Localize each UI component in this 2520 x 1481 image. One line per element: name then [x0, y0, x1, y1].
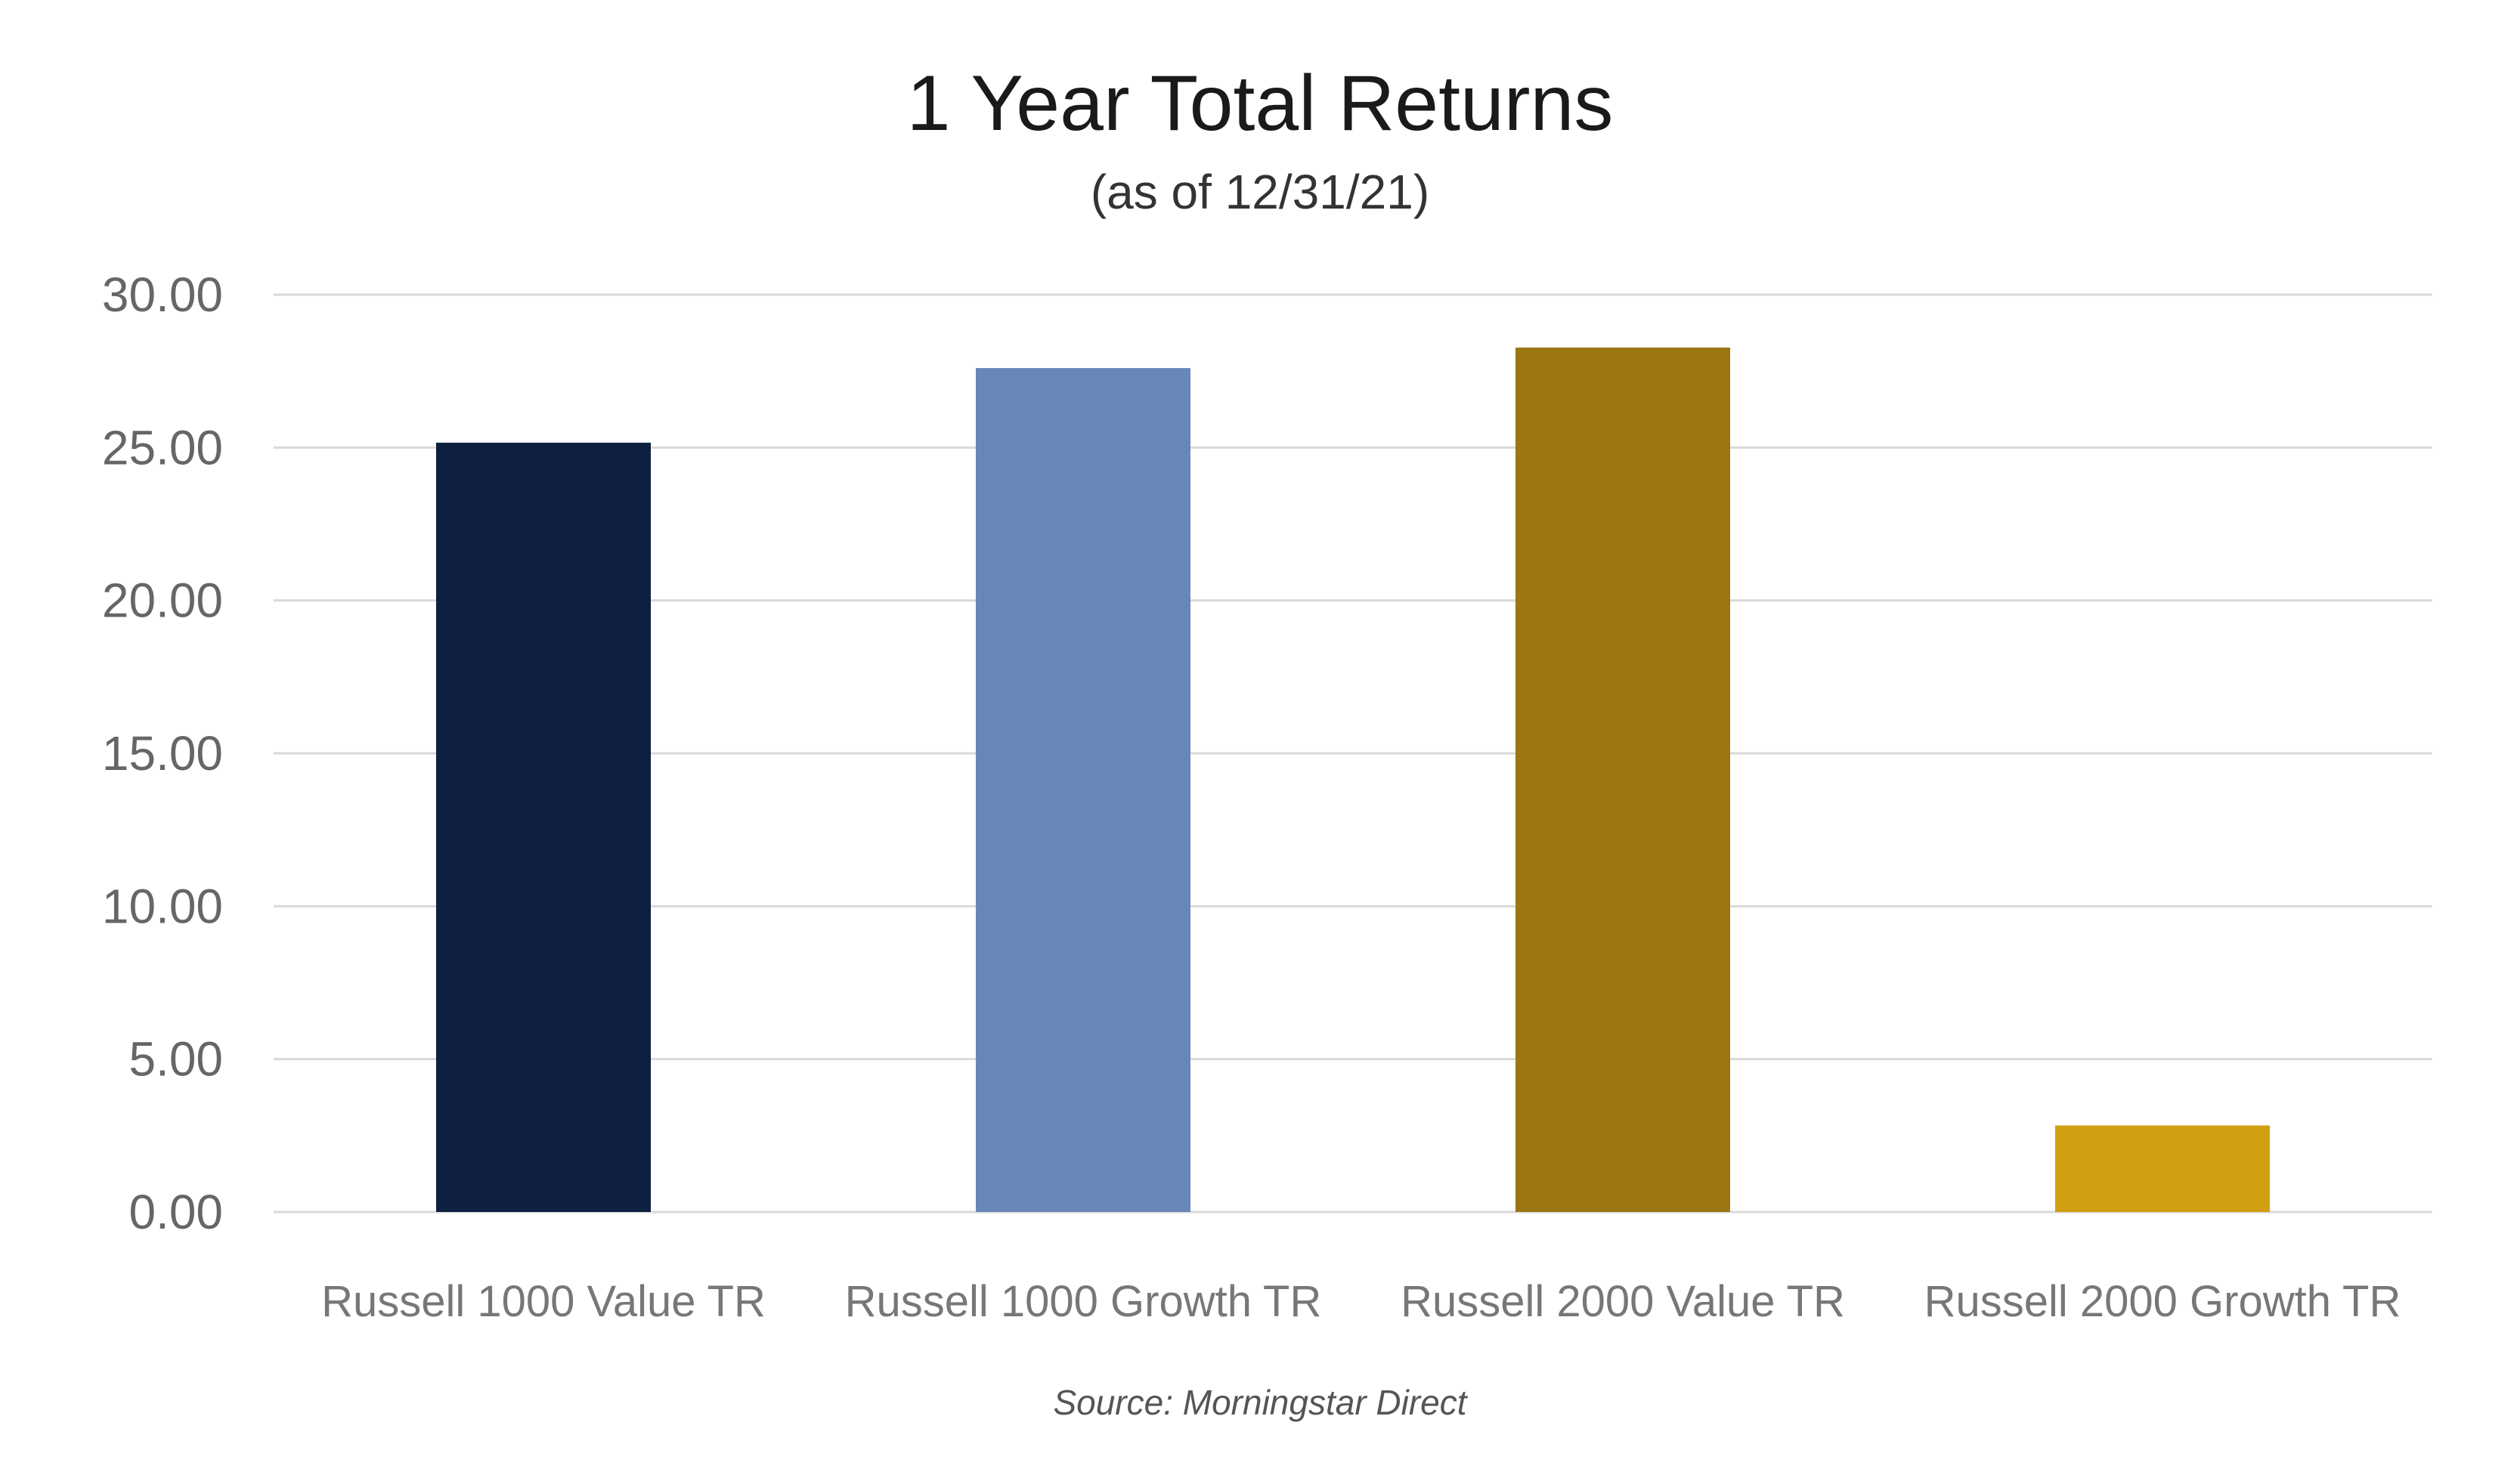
y-tick-label: 10.00	[102, 879, 223, 933]
x-category-label: Russell 1000 Growth TR	[845, 1277, 1322, 1326]
bars	[436, 348, 2270, 1212]
bar	[2055, 1125, 2270, 1212]
bar	[436, 442, 651, 1212]
y-axis-ticks: 0.00 5.00 10.00 15.00 20.00 25.00 30.00	[102, 267, 223, 1239]
y-tick-label: 20.00	[102, 574, 223, 628]
y-tick-label: 25.00	[102, 420, 223, 475]
y-tick-label: 5.00	[128, 1032, 223, 1087]
x-category-label: Russell 1000 Value TR	[321, 1277, 766, 1326]
chart-subtitle: (as of 12/31/21)	[1090, 165, 1430, 219]
x-axis-categories: Russell 1000 Value TR Russell 1000 Growth…	[321, 1277, 2401, 1326]
chart-source: Source: Morningstar Direct	[1053, 1383, 1467, 1422]
bar	[1515, 348, 1730, 1212]
bar	[976, 368, 1190, 1212]
x-category-label: Russell 2000 Value TR	[1401, 1277, 1845, 1326]
x-category-label: Russell 2000 Growth TR	[1924, 1277, 2401, 1326]
y-tick-label: 30.00	[102, 267, 223, 322]
chart-title: 1 Year Total Returns	[906, 60, 1614, 147]
y-tick-label: 0.00	[128, 1185, 223, 1239]
y-tick-label: 15.00	[102, 726, 223, 781]
